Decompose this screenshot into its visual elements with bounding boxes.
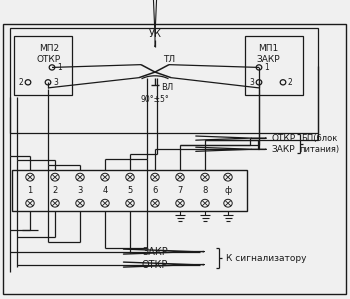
Bar bbox=[14, 36, 72, 95]
Text: 7: 7 bbox=[177, 186, 183, 195]
Text: питания): питания) bbox=[299, 145, 339, 154]
Text: 6: 6 bbox=[152, 186, 158, 195]
Text: 1: 1 bbox=[27, 186, 33, 195]
Text: БП(блок: БП(блок bbox=[301, 134, 337, 143]
Text: 1: 1 bbox=[57, 63, 62, 72]
Text: 1: 1 bbox=[264, 63, 269, 72]
Bar bbox=[12, 170, 247, 211]
Text: ВЛ: ВЛ bbox=[161, 83, 173, 92]
Text: К сигнализатору: К сигнализатору bbox=[226, 254, 306, 263]
Text: ТЛ: ТЛ bbox=[163, 56, 175, 65]
Text: 3: 3 bbox=[249, 78, 254, 87]
Text: 2: 2 bbox=[288, 78, 293, 87]
Text: 3: 3 bbox=[53, 78, 58, 87]
Text: ОТКР: ОТКР bbox=[142, 260, 168, 270]
Text: 4: 4 bbox=[102, 186, 108, 195]
Text: 2: 2 bbox=[52, 186, 58, 195]
Text: ЗАКР: ЗАКР bbox=[257, 54, 280, 64]
Text: 90°±5°: 90°±5° bbox=[141, 95, 169, 104]
Text: ОТКР: ОТКР bbox=[37, 54, 61, 64]
Text: ф: ф bbox=[224, 186, 232, 195]
Text: 8: 8 bbox=[202, 186, 208, 195]
Text: УК: УК bbox=[148, 29, 161, 39]
Text: 5: 5 bbox=[127, 186, 133, 195]
Text: ОТКР: ОТКР bbox=[271, 134, 295, 143]
Text: МП2: МП2 bbox=[39, 44, 59, 53]
Text: МП1: МП1 bbox=[258, 44, 278, 53]
Text: 2: 2 bbox=[18, 78, 23, 87]
Bar bbox=[10, 28, 318, 132]
Bar bbox=[245, 36, 303, 95]
Text: 3: 3 bbox=[77, 186, 83, 195]
Text: ЗАКР: ЗАКР bbox=[271, 145, 295, 154]
Text: ЗАКР: ЗАКР bbox=[142, 247, 168, 257]
